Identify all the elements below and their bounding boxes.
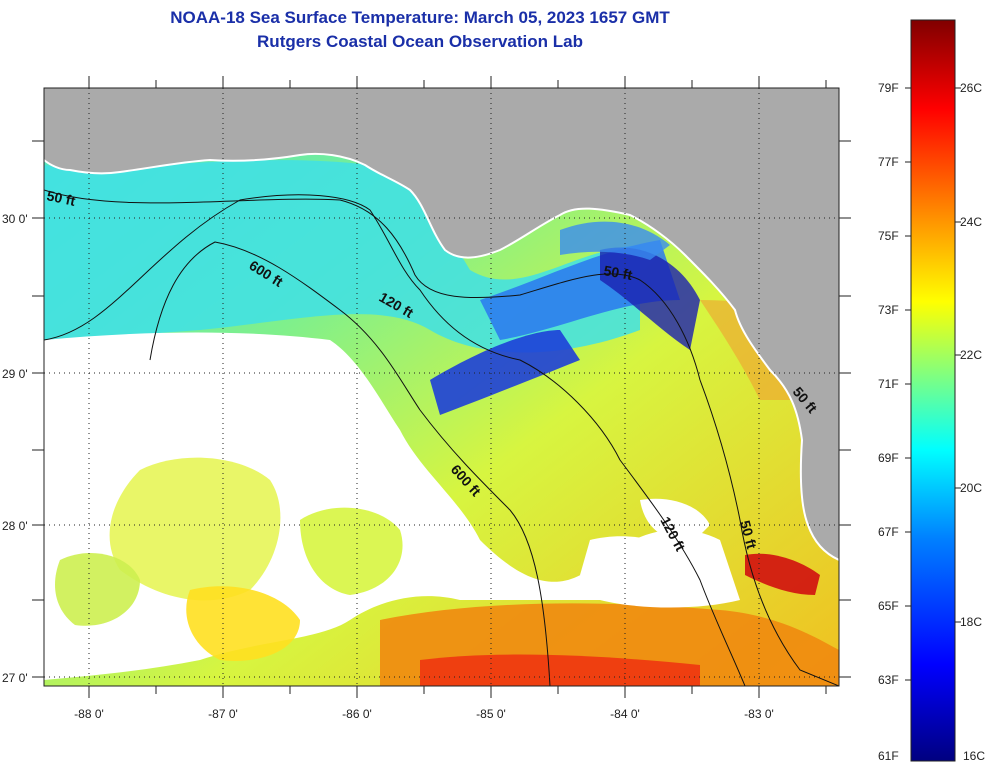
map-area: 50 ft 120 ft 600 ft 600 ft 120 ft 50 ft … xyxy=(44,88,839,686)
celsius-label: 22C xyxy=(960,348,982,362)
warm-water-zone xyxy=(420,654,700,686)
sst-patch xyxy=(55,552,140,626)
coastline xyxy=(44,152,839,561)
contour-600ft xyxy=(149,241,551,686)
sst-patch xyxy=(300,507,403,595)
lon-tick-label: -86 0' xyxy=(342,707,372,721)
lon-tick-label: -87 0' xyxy=(208,707,238,721)
fahrenheit-label: 77F xyxy=(878,155,899,169)
lon-tick-label: -85 0' xyxy=(476,707,506,721)
lat-tick-label: 29 0' xyxy=(2,367,28,381)
sst-patch xyxy=(109,457,281,601)
color-bar: 79F 77F 75F 73F 71F 69F 67F 65F 63F 61F … xyxy=(878,19,985,763)
fahrenheit-label: 65F xyxy=(878,599,899,613)
fahrenheit-label: 67F xyxy=(878,525,899,539)
lat-tick-label: 30 0' xyxy=(2,212,28,226)
fahrenheit-label: 63F xyxy=(878,673,899,687)
contour-label: 50 ft xyxy=(737,519,760,551)
contour-50ft xyxy=(44,189,839,686)
fahrenheit-label: 61F xyxy=(878,749,899,763)
warm-water-zone xyxy=(745,553,820,595)
fahrenheit-label: 71F xyxy=(878,377,899,391)
celsius-label: 26C xyxy=(960,81,982,95)
land-mass xyxy=(44,88,839,560)
lat-tick-label: 28 0' xyxy=(2,519,28,533)
lon-tick-label: -83 0' xyxy=(744,707,774,721)
celsius-label: 20C xyxy=(960,481,982,495)
celsius-label: 16C xyxy=(963,749,985,763)
fahrenheit-label: 69F xyxy=(878,451,899,465)
map-title: NOAA-18 Sea Surface Temperature: March 0… xyxy=(170,8,670,27)
frame-ticks xyxy=(32,76,851,698)
sst-patch xyxy=(186,586,300,661)
cold-water-zone xyxy=(560,221,670,260)
cloud-mask xyxy=(580,536,700,600)
fahrenheit-label: 79F xyxy=(878,81,899,95)
map-subtitle: Rutgers Coastal Ocean Observation Lab xyxy=(257,32,583,51)
color-bar-ticks xyxy=(905,87,961,681)
fahrenheit-label: 73F xyxy=(878,303,899,317)
celsius-label: 18C xyxy=(960,615,982,629)
map-frame xyxy=(43,87,840,687)
fahrenheit-label: 75F xyxy=(878,229,899,243)
contour-label: 50 ft xyxy=(602,262,633,283)
color-scale xyxy=(910,19,956,762)
lon-tick-label: -88 0' xyxy=(74,707,104,721)
lat-tick-label: 27 0' xyxy=(2,671,28,685)
lon-tick-label: -84 0' xyxy=(610,707,640,721)
celsius-label: 24C xyxy=(960,215,982,229)
contour-120ft xyxy=(44,194,746,686)
contour-label: 50 ft xyxy=(45,187,77,209)
